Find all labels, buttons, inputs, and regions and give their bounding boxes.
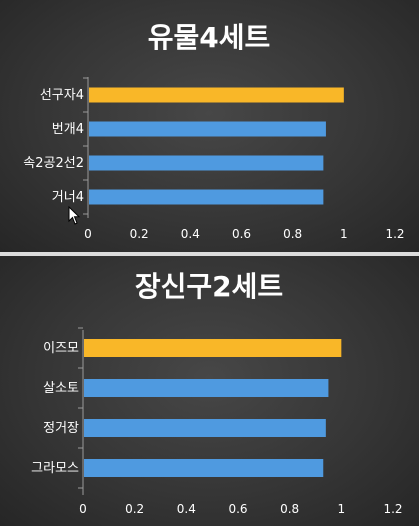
chart-title: 장신구2세트 <box>135 270 283 303</box>
x-tick-label: 0.6 <box>228 502 247 516</box>
category-label: 살소토 <box>43 381 79 396</box>
bar-번개4 <box>89 121 326 137</box>
x-tick-label: 0.8 <box>283 227 302 241</box>
x-tick-label: 0.6 <box>232 227 251 241</box>
bar-살소토 <box>84 379 329 397</box>
x-tick-label: 0 <box>79 502 87 516</box>
x-tick-label: 0 <box>84 227 92 241</box>
mouse-pointer-icon <box>68 206 81 225</box>
x-tick-label: 0.4 <box>177 502 196 516</box>
bar-속2공2선2 <box>89 155 324 171</box>
category-label: 번개4 <box>52 122 84 137</box>
bar-정거장 <box>84 419 326 437</box>
chart-artifact-set: 유물4세트 선구자4 번개4 속2공2선2 거너4 0 0.2 0.4 0.6 0.8 1 1.2 <box>23 21 404 241</box>
x-tick-label: 0.2 <box>125 502 144 516</box>
x-tick-label: 1 <box>338 502 346 516</box>
category-label: 속2공2선2 <box>23 156 84 171</box>
chart-panel-artifact-set: 유물4세트 선구자4 번개4 속2공2선2 거너4 0 0.2 0.4 0.6 0.8 1 1.2 <box>0 0 419 252</box>
category-label: 이즈모 <box>43 341 79 356</box>
bar-거너4 <box>89 189 324 205</box>
x-tick-label: 1.2 <box>385 227 404 241</box>
x-tick-label: 1 <box>340 227 348 241</box>
x-tick-label: 0.4 <box>181 227 200 241</box>
category-label: 그라모스 <box>31 461 79 476</box>
category-label: 정거장 <box>43 421 79 436</box>
bar-이즈모 <box>84 339 342 357</box>
category-label: 선구자4 <box>40 88 84 103</box>
x-tick-label: 1.2 <box>383 502 402 516</box>
x-tick-label: 0.2 <box>130 227 149 241</box>
bar-그라모스 <box>84 459 324 477</box>
chart-divider <box>0 252 419 256</box>
x-tick-label: 0.8 <box>280 502 299 516</box>
chart-title: 유물4세트 <box>148 21 271 54</box>
category-label: 거너4 <box>52 190 84 205</box>
bar-선구자4 <box>89 87 344 103</box>
